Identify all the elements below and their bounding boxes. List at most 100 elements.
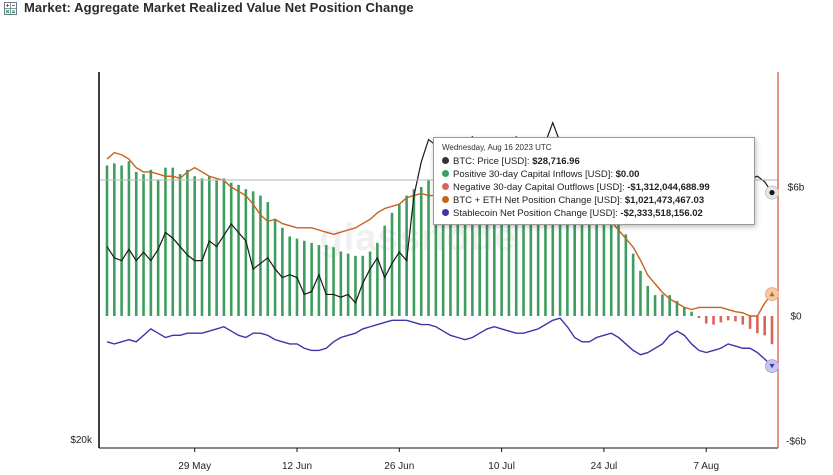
positive-inflow-bar (631, 253, 635, 316)
tooltip-row-value: $0.00 (615, 169, 640, 180)
stablecoin-marker (765, 359, 779, 374)
positive-inflow-bar (288, 236, 291, 316)
x-tick-label: 24 Jul (591, 461, 618, 472)
positive-inflow-bar (120, 165, 123, 316)
positive-inflow-bar (229, 182, 233, 316)
y-axis-ticks: $6b $0 -$6b $20k (70, 183, 806, 448)
tooltip-date: Wednesday, Aug 16 2023 UTC (442, 143, 552, 152)
tooltip-row: BTC + ETH Net Position Change [USD]: $1,… (442, 194, 746, 207)
btc-price-marker (765, 185, 779, 200)
positive-inflow-bar (186, 169, 189, 316)
positive-inflow-bar (500, 180, 503, 316)
formula-sheet-icon (4, 2, 17, 15)
positive-inflow-bar (427, 180, 430, 316)
positive-inflow-bar (514, 182, 518, 316)
positive-inflow-bar (441, 176, 445, 316)
positive-inflow-bar (361, 255, 365, 316)
positive-inflow-bar (683, 307, 686, 316)
positive-inflow-bar (661, 294, 664, 316)
positive-inflow-bar (222, 178, 226, 316)
negative-outflow-bar (734, 316, 737, 322)
x-tick-label: 29 May (178, 461, 211, 472)
positive-inflow-bar (398, 204, 401, 316)
negative-outflow-bar (770, 316, 774, 345)
positive-inflow-bar (251, 191, 255, 316)
positive-inflow-bar (200, 178, 204, 316)
positive-inflow-bar (507, 182, 511, 316)
negative-outflow-bar (719, 316, 723, 323)
negative-outflow-bar (697, 316, 701, 319)
x-tick-label: 10 Jul (488, 461, 515, 472)
positive-inflow-bar (529, 189, 533, 316)
stablecoin-line (106, 317, 773, 367)
positive-inflow-bar (113, 163, 116, 316)
positive-inflow-bar (273, 219, 277, 316)
positive-inflow-bar (588, 202, 591, 316)
left-y-tick-label: $20k (70, 435, 93, 446)
positive-inflow-bar (346, 253, 350, 316)
hover-markers (765, 185, 779, 374)
positive-inflow-bar (485, 180, 489, 316)
page-title: Market: Aggregate Market Realized Value … (24, 0, 414, 15)
positive-inflow-bar (383, 225, 386, 316)
right-y-tick-label: $0 (790, 312, 802, 323)
positive-inflow-bar (471, 178, 474, 316)
positive-inflow-bar (617, 217, 620, 316)
negative-outflow-bar (704, 316, 708, 324)
positive-inflow-bar (266, 202, 270, 316)
positive-inflow-bar (317, 245, 321, 316)
positive-inflow-bar (690, 311, 693, 316)
positive-inflow-bar (558, 195, 562, 316)
right-y-tick-label: $6b (788, 183, 805, 194)
positive-inflow-bar (668, 295, 671, 316)
negative-outflow-bar (763, 316, 766, 336)
positive-inflow-bar (237, 184, 240, 316)
positive-inflow-bar (624, 234, 628, 316)
tooltip-row-label: Positive 30-day Capital Inflows [USD]: (453, 169, 616, 180)
positive-inflow-bar (463, 176, 467, 316)
positive-inflow-bar (675, 300, 679, 316)
legend-dot-icon (442, 182, 449, 190)
legend-dot-icon (442, 195, 449, 203)
positive-inflow-bar (595, 204, 598, 316)
positive-inflow-bar (376, 242, 379, 316)
negative-outflow-bar (748, 316, 752, 329)
positive-inflow-bar (134, 171, 138, 316)
positive-inflow-bar (149, 169, 153, 316)
positive-inflow-bar (536, 189, 540, 316)
x-tick-label: 26 Jun (384, 461, 414, 472)
negative-outflow-bar (712, 316, 715, 325)
tooltip-row: BTC: Price [USD]: $28,716.96 (442, 155, 746, 168)
tooltip-row-value: $1,021,473,467.03 (624, 195, 705, 206)
tooltip-rows: BTC: Price [USD]: $28,716.96 Positive 30-… (442, 155, 746, 220)
positive-inflow-bar (544, 193, 547, 316)
positive-inflow-bar (303, 240, 306, 316)
positive-inflow-bar (639, 270, 642, 316)
positive-inflow-bar (653, 295, 657, 316)
positive-inflow-bar (178, 174, 182, 316)
positive-inflow-bar (566, 197, 569, 316)
positive-inflow-bar (551, 193, 555, 316)
positive-inflow-bar (419, 187, 423, 316)
positive-inflow-bar (127, 161, 131, 316)
legend-dot-icon (442, 169, 449, 177)
positive-inflow-bar (573, 199, 576, 316)
positive-inflow-bar (522, 187, 525, 316)
right-y-tick-label: -$6b (786, 437, 806, 448)
x-tick-label: 7 Aug (693, 461, 719, 472)
negative-outflow-bar (741, 316, 745, 325)
positive-inflow-bar (142, 174, 145, 316)
tooltip-row: Negative 30-day Capital Outflows [USD]: … (442, 181, 746, 194)
positive-inflow-bar (493, 178, 496, 316)
tooltip-row-label: BTC + ETH Net Position Change [USD]: (453, 195, 625, 206)
positive-inflow-bar (580, 202, 584, 316)
x-tick-label: 12 Jun (282, 461, 312, 472)
tooltip-row: Stablecoin Net Position Change [USD]: -$… (442, 207, 746, 220)
positive-inflow-bar (339, 251, 343, 316)
positive-inflow-bar (171, 167, 175, 316)
positive-inflow-bar (456, 174, 460, 316)
legend-dot-icon (442, 208, 449, 216)
positive-inflow-bar (478, 178, 481, 316)
positive-inflow-bar (434, 176, 438, 316)
